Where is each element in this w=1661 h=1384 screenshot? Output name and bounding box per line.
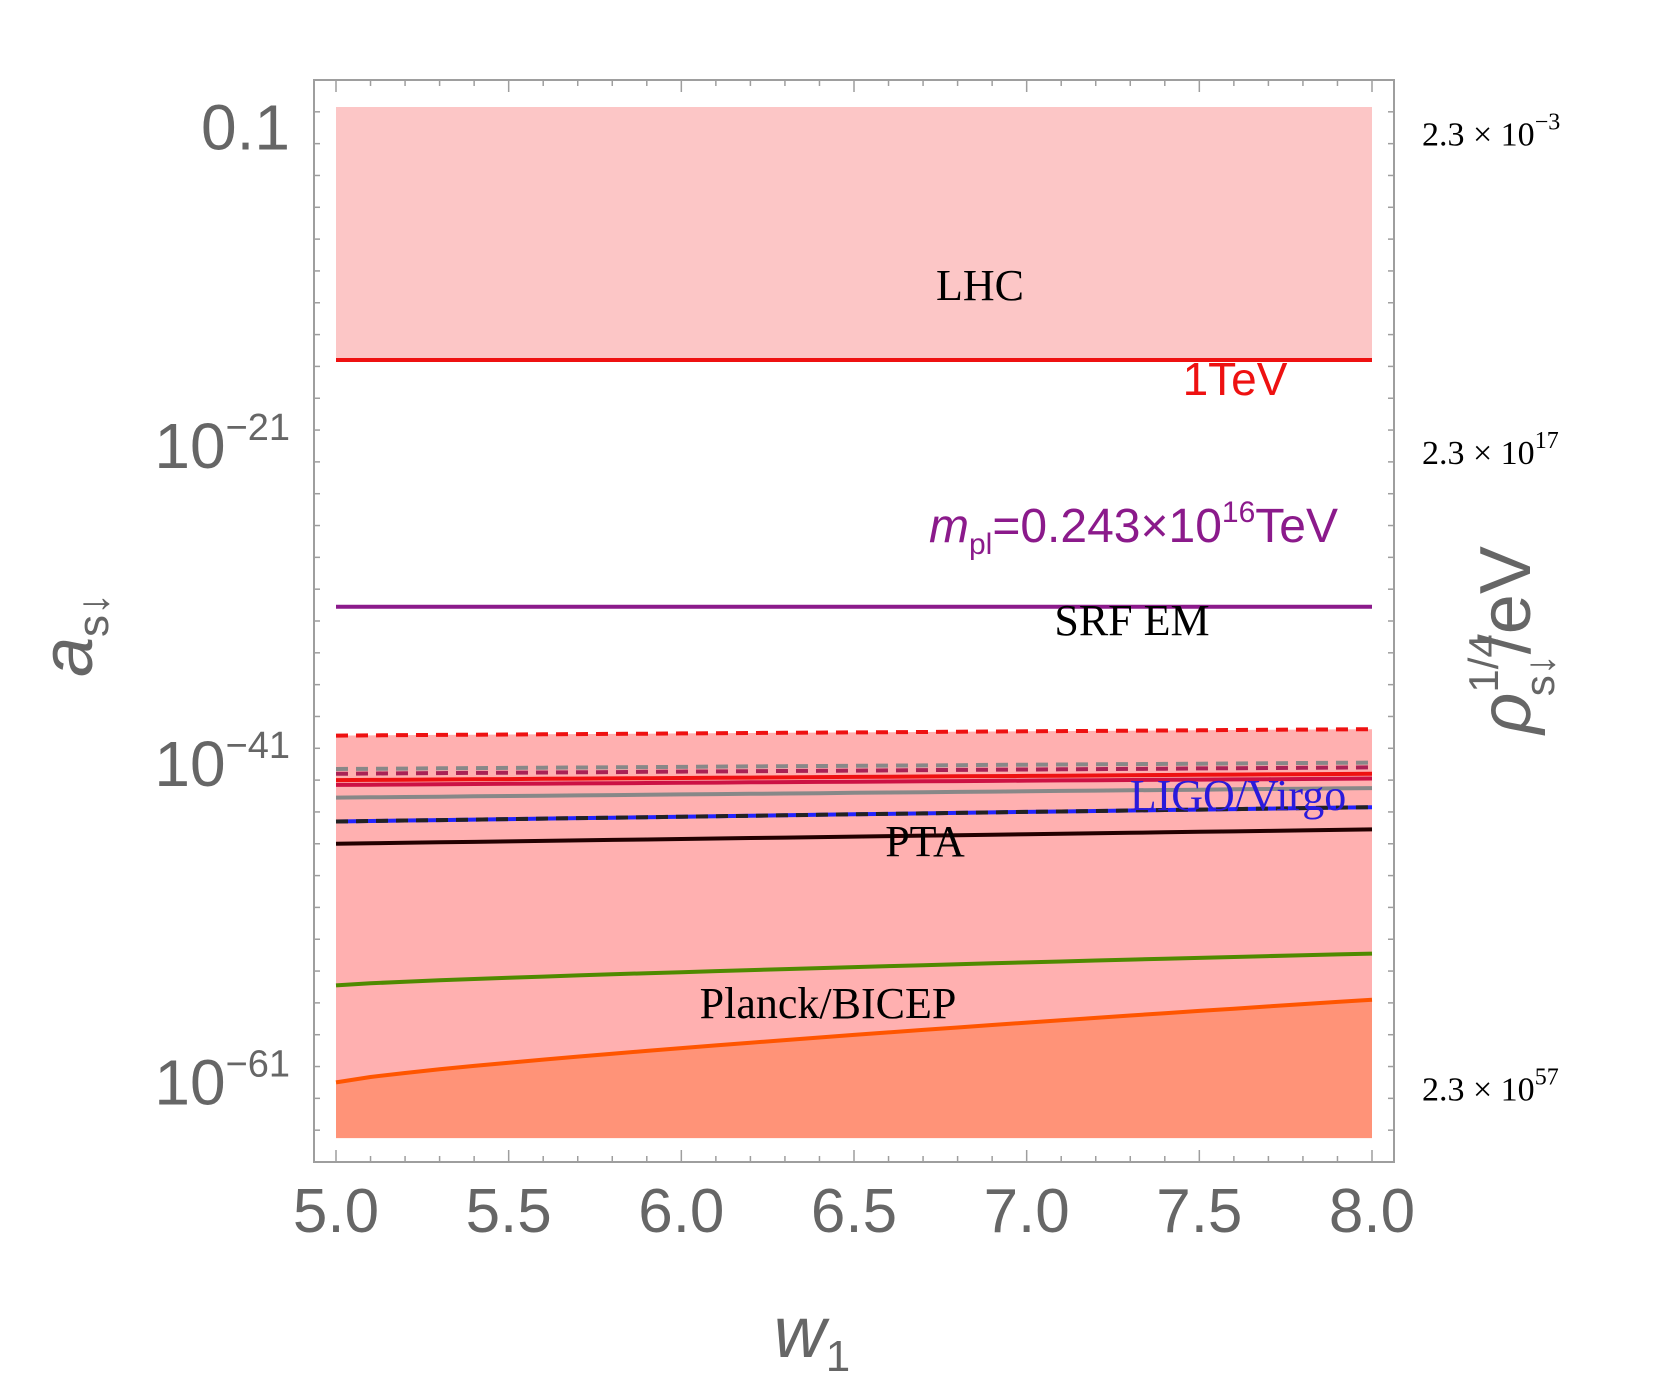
right-tick-mantissa: 2.3 × 10	[1422, 1071, 1535, 1108]
y-tick-base: 10	[154, 1046, 225, 1118]
series-line-12	[335, 997, 1373, 1085]
annotation-mpl-sub: pl	[969, 528, 992, 561]
y-axis-label-sub: s↓	[69, 593, 118, 637]
right-tick-exp: 17	[1535, 428, 1559, 454]
series-line-9	[335, 805, 1373, 824]
right-axis-label-unit: /eV	[1466, 546, 1546, 654]
y-axis-label-base: a	[28, 637, 108, 677]
series-line-10	[335, 827, 1373, 846]
annotation-mpl-mid: =0.243×10	[992, 500, 1222, 553]
series-line-7	[335, 786, 1373, 800]
right-tick-exp: −3	[1535, 110, 1561, 136]
x-tick-labels: 5.0 5.5 6.0 6.5 7.0 7.5 8.0	[293, 1177, 1415, 1246]
annotation-pta: PTA	[885, 817, 965, 866]
right-tick-exp: 57	[1535, 1064, 1559, 1090]
right-axis-label-base: ρ	[1466, 693, 1546, 736]
annotation-ligo-virgo: LIGO/Virgo	[1130, 771, 1347, 820]
right-tick-label: 2.3 × 1017	[1422, 428, 1559, 472]
y-tick-label: 0.1	[201, 92, 290, 164]
right-tick-mantissa: 2.3 × 10	[1422, 117, 1535, 154]
x-tick-label: 5.5	[466, 1177, 552, 1246]
series-line-6	[335, 776, 1373, 787]
x-tick-label: 7.5	[1156, 1177, 1242, 1246]
right-tick-mantissa: 2.3 × 10	[1422, 435, 1535, 472]
series-line-4	[335, 765, 1373, 776]
right-tick-label: 2.3 × 10−3	[1422, 110, 1560, 154]
y-tick-base: 10	[154, 410, 225, 482]
region-planck-bicep	[336, 999, 1372, 1139]
x-tick-label: 6.5	[811, 1177, 897, 1246]
annotation-lhc: LHC	[936, 261, 1024, 310]
annotation-mpl-m: m	[929, 500, 969, 553]
annotation-mpl-end: TeV	[1255, 500, 1338, 553]
x-tick-label: 8.0	[1329, 1177, 1415, 1246]
annotation-planck-bicep: Planck/BICEP	[700, 979, 957, 1028]
annotation-srf-em: SRF EM	[1054, 596, 1209, 645]
right-tick-label: 2.3 × 1057	[1422, 1064, 1559, 1108]
annotation-mpl-sup: 16	[1222, 496, 1255, 529]
right-axis-label: ρ1/4 s↓/eV	[1460, 546, 1563, 736]
tick-marks	[314, 79, 1394, 1163]
x-tick-label: 6.0	[638, 1177, 724, 1246]
y-axis-label: as↓	[28, 593, 118, 677]
y-tick-label: 10−41	[154, 725, 290, 800]
series-line-5	[335, 771, 1373, 783]
right-axis-label-sub: s↓	[1516, 654, 1563, 696]
x-axis-label-sub: 1	[826, 1332, 850, 1381]
region-lhc	[336, 107, 1372, 360]
y-tick-exp: −41	[226, 725, 290, 767]
y-tick-exp: −21	[226, 407, 290, 449]
series-line-11	[335, 951, 1373, 988]
x-tick-label: 5.0	[293, 1177, 379, 1246]
y-tick-label: 10−61	[154, 1043, 290, 1118]
x-axis-label-base: w	[774, 1293, 830, 1373]
y-tick-exp: −61	[226, 1043, 290, 1085]
series-line-3	[335, 760, 1373, 771]
x-tick-label: 7.0	[984, 1177, 1070, 1246]
annotation-1tev: 1TeV	[1183, 353, 1288, 405]
y-tick-label: 10−21	[154, 407, 290, 482]
right-axis-label-sup: 1/4	[1460, 634, 1507, 692]
series-lines	[335, 358, 1373, 1085]
y-tick-base: 10	[154, 728, 225, 800]
annotation-mpl: mpl=0.243×1016TeV	[929, 496, 1338, 561]
x-axis-label: w1	[774, 1293, 850, 1381]
series-line-2	[335, 727, 1373, 738]
